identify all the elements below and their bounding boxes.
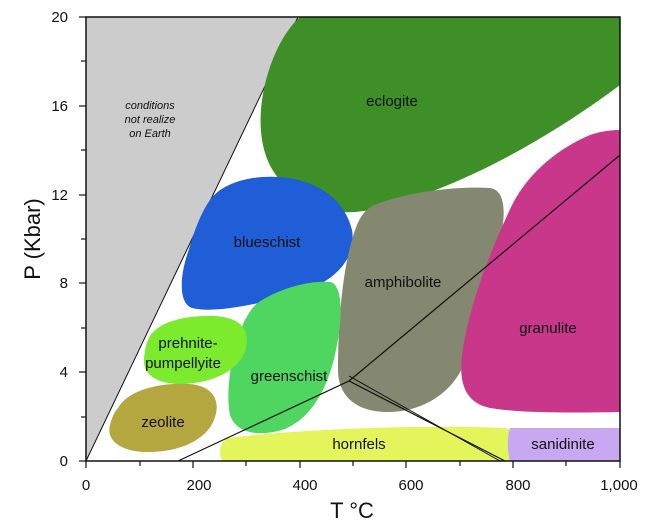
region-granulite	[461, 130, 620, 413]
region-greenschist	[228, 281, 341, 434]
region-zeolite	[109, 383, 217, 452]
label-zeolite: zeolite	[141, 414, 184, 431]
x-tick-label: 1,000	[600, 477, 638, 494]
impossible-zone-label: conditions	[125, 100, 175, 112]
region-blueschist	[181, 176, 353, 310]
y-axis-ticks	[79, 16, 86, 462]
region-sanidinite	[507, 428, 620, 461]
x-axis-ticks	[85, 461, 621, 468]
x-tick-label: 800	[505, 477, 530, 494]
x-tick-label: 200	[186, 477, 211, 494]
y-tick-label: 4	[60, 364, 68, 381]
impossible-zone-label: not realize	[125, 114, 176, 126]
x-tick-label: 0	[82, 477, 90, 494]
label-granulite: granulite	[519, 320, 577, 337]
region-hornfels	[220, 426, 517, 461]
label-blueschist: blueschist	[234, 234, 302, 251]
region-eclogite	[260, 17, 620, 213]
boundary-line-lower-b	[348, 375, 501, 462]
x-tick-label: 600	[398, 477, 423, 494]
y-tick-label: 8	[60, 275, 68, 292]
label-eclogite: eclogite	[366, 93, 418, 110]
label-sanidinite: sanidinite	[531, 436, 594, 453]
label-hornfels: hornfels	[332, 436, 385, 453]
region-prehnite-pumpellyite	[143, 315, 247, 385]
y-tick-label: 12	[51, 187, 68, 204]
label-prehnite-pumpellyite: prehnite-	[158, 335, 217, 352]
label-greenschist: greenschist	[251, 368, 329, 385]
label-amphibolite: amphibolite	[365, 274, 442, 291]
boundary-line-lower-a	[348, 380, 506, 462]
y-tick-label: 16	[51, 98, 68, 115]
impossible-zone-label: on Earth	[129, 128, 171, 140]
boundary-line-upper	[177, 380, 350, 462]
y-tick-label: 0	[60, 453, 68, 470]
y-axis-title: P (Kbar)	[20, 198, 45, 280]
y-tick-label: 20	[51, 9, 68, 26]
label-prehnite-pumpellyite: pumpellyite	[145, 355, 221, 372]
x-tick-label: 400	[292, 477, 317, 494]
boundary-line-diagonal	[348, 154, 621, 382]
x-axis-title: T °C	[330, 498, 374, 521]
